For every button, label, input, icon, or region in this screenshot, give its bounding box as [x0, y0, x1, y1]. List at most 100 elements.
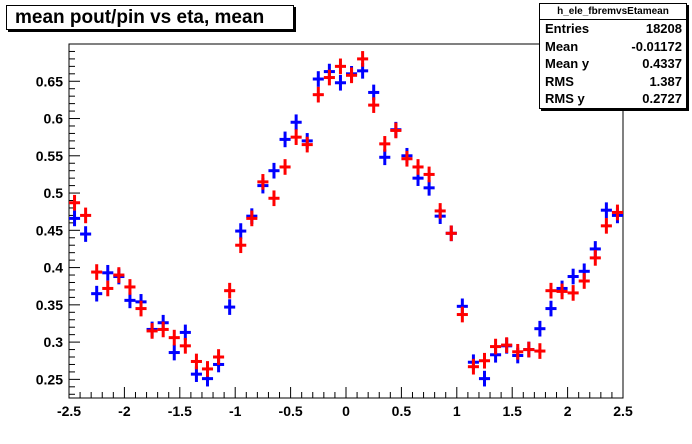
data-point [235, 237, 247, 254]
data-point [102, 280, 114, 297]
data-point [213, 349, 225, 365]
x-tick-label: 2.5 [613, 403, 633, 419]
data-point [545, 300, 557, 317]
stats-label: RMS [545, 73, 574, 89]
data-point [567, 285, 579, 301]
y-tick-label: 0.45 [36, 222, 63, 238]
data-point [279, 159, 291, 175]
data-point [611, 204, 623, 221]
chart-axes: -2.5 -2 -1.5 -1 -0.5 0 0.5 1 1.5 2 2.5 0.25 0.3 0.35 0… [36, 43, 633, 419]
stats-value: -0.01172 [631, 38, 682, 54]
data-point [157, 321, 169, 338]
stats-label: RMS y [545, 91, 585, 106]
data-point [224, 299, 236, 315]
stats-box: h_ele_fbremvsEtamean Entries 18208 Mean … [539, 3, 687, 109]
data-point [490, 338, 502, 355]
data-point [179, 324, 191, 341]
y-tick-label: 0.65 [36, 73, 63, 89]
x-tick-label: 0.5 [392, 403, 412, 419]
chart-points [69, 51, 623, 387]
y-tick-label: 0.25 [36, 371, 63, 387]
data-point [589, 250, 601, 266]
stats-box-name: h_ele_fbremvsEtamean [540, 4, 686, 20]
data-point [501, 337, 513, 353]
data-point [290, 129, 302, 145]
data-point [346, 67, 358, 84]
data-point [168, 329, 180, 346]
x-tick-label: 2 [564, 403, 572, 419]
data-point [434, 203, 446, 219]
y-tick-label: 0.5 [44, 185, 64, 201]
data-point [201, 361, 214, 377]
x-tick-label: -0.5 [279, 403, 303, 419]
data-point [478, 352, 491, 369]
data-point [124, 292, 136, 309]
data-point [423, 180, 435, 196]
data-point [91, 264, 103, 280]
data-point [534, 320, 546, 337]
series-1 [69, 51, 623, 377]
stats-row-mean: Mean -0.01172 [540, 38, 686, 56]
data-point [523, 341, 535, 358]
data-point [334, 74, 346, 91]
data-point [290, 114, 302, 131]
data-point [412, 159, 424, 175]
stats-value: 18208 [645, 21, 682, 36]
data-point [190, 353, 202, 370]
stats-label: Mean y [545, 56, 590, 71]
data-point [268, 162, 280, 179]
y-tick-label: 0.3 [44, 334, 64, 350]
data-point [80, 226, 92, 242]
x-tick-label: -1.5 [168, 403, 192, 419]
data-point [600, 202, 612, 219]
y-tick-label: 0.35 [36, 297, 63, 313]
data-point [556, 283, 568, 300]
data-point [401, 150, 413, 167]
data-point [113, 267, 125, 283]
stats-row-mean-y: Mean y 0.4337 [540, 55, 686, 73]
data-point [224, 282, 236, 299]
data-point [567, 268, 579, 285]
data-point [69, 194, 81, 211]
data-point [102, 264, 114, 281]
data-point [368, 97, 380, 113]
data-point [179, 338, 191, 354]
data-point [257, 174, 269, 190]
stats-value: 0.2727 [642, 91, 682, 106]
x-tick-label: -1 [229, 403, 242, 419]
stats-row-entries: Entries 18208 [540, 20, 686, 38]
data-point [268, 190, 280, 207]
data-point [235, 223, 247, 239]
data-point [445, 225, 457, 242]
data-point [279, 131, 291, 148]
data-point [334, 58, 346, 75]
data-point [534, 343, 546, 359]
data-point [301, 136, 313, 153]
data-point [456, 306, 468, 323]
data-point [578, 273, 590, 289]
data-point [312, 86, 324, 103]
stats-row-rms: RMS 1.387 [540, 73, 686, 91]
stats-value: 0.4337 [642, 56, 682, 71]
data-point [379, 136, 391, 152]
stats-row-rms-y: RMS y 0.2727 [540, 90, 686, 108]
data-point [312, 71, 324, 87]
data-point [467, 358, 479, 375]
x-tick-label: -2 [118, 403, 131, 419]
data-point [91, 285, 103, 302]
y-tick-label: 0.6 [44, 111, 64, 127]
data-point [600, 218, 612, 234]
data-point [545, 282, 557, 299]
data-point [357, 51, 369, 67]
data-point [323, 69, 335, 86]
chart-title: mean pout/pin vs eta, mean [6, 5, 294, 30]
x-tick-label: 0 [342, 403, 350, 419]
y-tick-label: 0.4 [44, 260, 64, 276]
y-tick-label: 0.55 [36, 148, 63, 164]
stats-value: 1.387 [649, 73, 682, 89]
data-point [146, 323, 158, 339]
data-point [423, 166, 435, 183]
data-point [390, 122, 402, 139]
data-point [512, 343, 524, 360]
x-tick-label: -2.5 [57, 403, 81, 419]
